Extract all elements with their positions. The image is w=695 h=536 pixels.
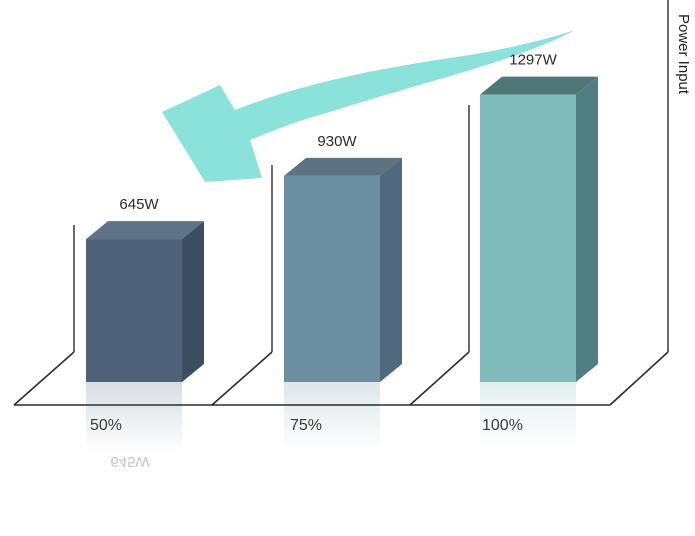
bar-front-face: [480, 95, 576, 382]
bar-front-face: [86, 239, 182, 382]
floor-diagonal-line: [14, 352, 74, 405]
value-label: 930W: [317, 133, 357, 150]
bar-100%: [480, 77, 598, 382]
floor-diagonal-line: [410, 352, 469, 405]
floor-diagonal-line: [610, 352, 668, 405]
category-label: 50%: [90, 417, 122, 434]
bars-group: [86, 77, 598, 382]
category-label: 100%: [482, 417, 523, 434]
value-label: 645W: [119, 196, 159, 213]
bar-side-face: [182, 221, 204, 382]
floor-diagonal-line: [212, 352, 272, 405]
value-label: 1297W: [509, 52, 557, 69]
bar-front-face: [284, 176, 380, 382]
reflection-value-label: 645W: [110, 453, 150, 470]
category-label: 75%: [290, 417, 322, 434]
bar-side-face: [576, 77, 598, 382]
bar-75%: [284, 158, 402, 382]
bar-50%: [86, 221, 204, 382]
bar-side-face: [380, 158, 402, 382]
y-axis-title: Power Input: [652, 14, 692, 134]
